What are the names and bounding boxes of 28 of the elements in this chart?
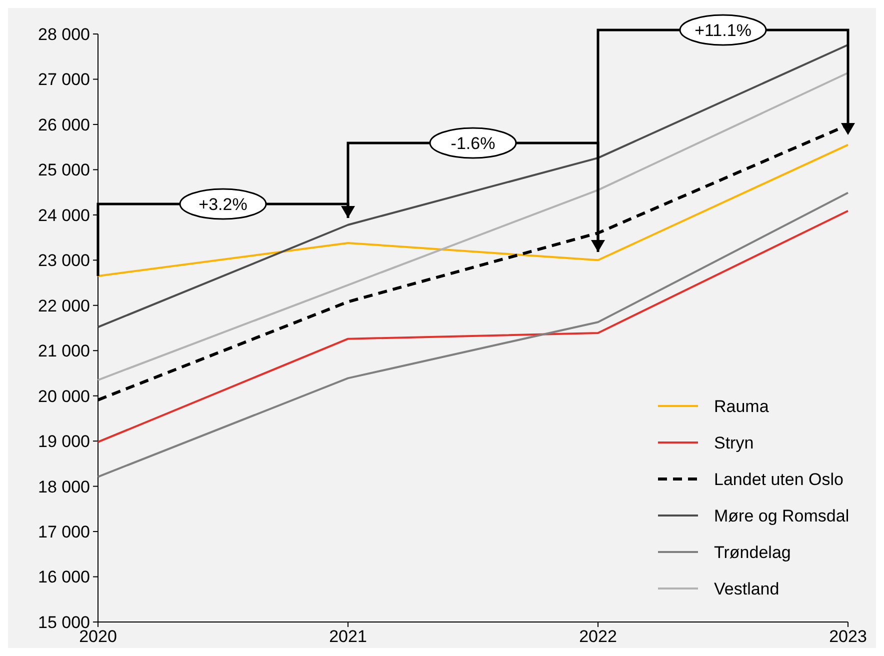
y-tick-label: 22 000: [38, 296, 90, 316]
annotation: -1.6%: [450, 134, 496, 153]
legend-label: Møre og Romsdal: [714, 506, 850, 526]
y-tick-label: 23 000: [38, 251, 90, 270]
x-tick-label: 2020: [79, 627, 117, 646]
legend-label: Landet uten Oslo: [714, 470, 844, 489]
legend-label: Vestland: [714, 579, 780, 598]
y-tick-label: 26 000: [38, 115, 90, 134]
legend-label: Rauma: [714, 396, 770, 416]
legend-label: Trøndelag: [714, 542, 791, 562]
x-tick-label: 2021: [329, 627, 367, 646]
y-tick-label: 21 000: [38, 342, 90, 361]
y-tick-label: 25 000: [38, 160, 90, 180]
y-tick-label: 19 000: [38, 432, 90, 452]
annotation: +3.2%: [198, 194, 248, 214]
y-tick-label: 27 000: [38, 70, 90, 90]
line-series: [97, 72, 849, 382]
y-tick-label: 20 000: [38, 386, 90, 406]
y-tick-label: 28 000: [38, 24, 90, 44]
legend-label: Stryn: [714, 433, 754, 452]
y-tick-label: 16 000: [38, 568, 90, 587]
y-tick-label: 18 000: [38, 477, 90, 496]
line-series: [97, 44, 849, 328]
x-tick-label: 2023: [829, 627, 867, 646]
x-tick-label: 2022: [579, 627, 617, 646]
y-tick-label: 24 000: [38, 206, 90, 225]
y-tick-label: 17 000: [38, 522, 90, 542]
annotation: +11.1%: [694, 20, 752, 40]
